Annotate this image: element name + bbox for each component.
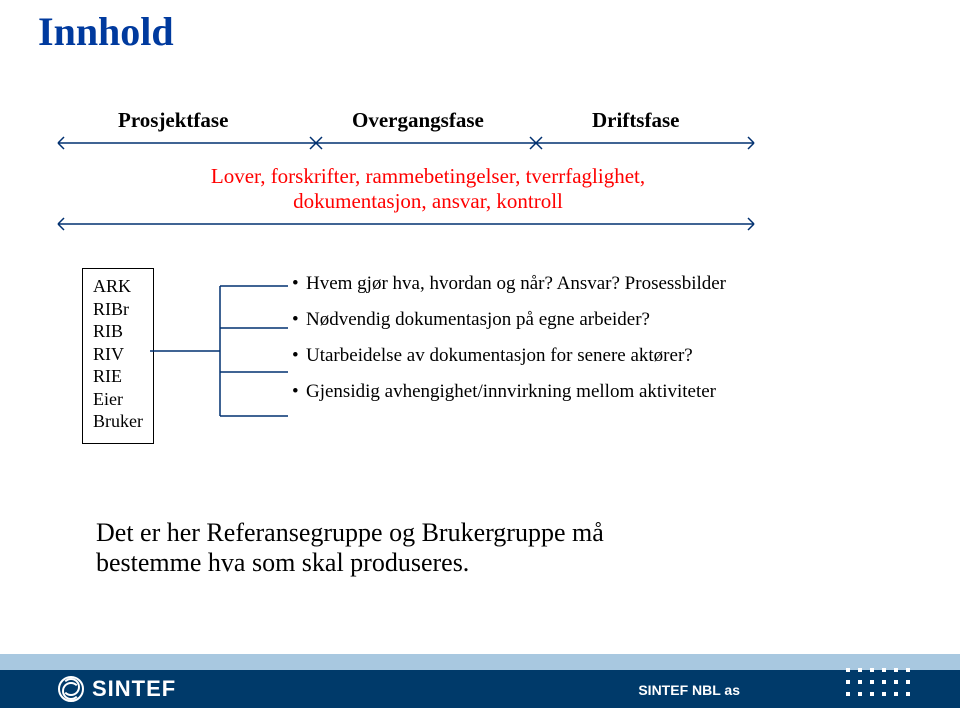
question-list: Hvem gjør hva, hvordan og når? Ansvar? P… — [292, 273, 726, 417]
conclusion-line2: bestemme hva som skal produseres. — [96, 548, 469, 577]
phase-overgangsfase: Overgangsfase — [352, 108, 484, 133]
subtitle: Lover, forskrifter, rammebetingelser, tv… — [168, 164, 688, 214]
role-rib: RIB — [93, 320, 143, 343]
phase-prosjektfase: Prosjektfase — [118, 108, 228, 133]
sintef-mark-icon — [58, 676, 84, 702]
subtitle-line1: Lover, forskrifter, rammebetingelser, tv… — [211, 164, 645, 188]
role-ark: ARK — [93, 275, 143, 298]
footer-dot-grid-icon — [844, 666, 912, 698]
sintef-logo: SINTEF — [58, 676, 176, 702]
question-3: Utarbeidelse av dokumentasjon for senere… — [292, 345, 726, 367]
conclusion-line1: Det er her Referansegruppe og Brukergrup… — [96, 518, 604, 547]
role-rie: RIE — [93, 365, 143, 388]
subtitle-line2: dokumentasjon, ansvar, kontroll — [293, 189, 563, 213]
phase-driftsfase: Driftsfase — [592, 108, 679, 133]
conclusion: Det er her Referansegruppe og Brukergrup… — [96, 518, 604, 578]
role-ribr: RIBr — [93, 298, 143, 321]
sintef-wordmark: SINTEF — [92, 676, 176, 702]
question-4: Gjensidig avhengighet/innvirkning mellom… — [292, 381, 726, 403]
roles-box: ARK RIBr RIB RIV RIE Eier Bruker — [82, 268, 154, 444]
footer: SINTEF SINTEF NBL as — [0, 654, 960, 708]
question-1: Hvem gjør hva, hvordan og når? Ansvar? P… — [292, 273, 726, 295]
role-eier: Eier — [93, 388, 143, 411]
question-2: Nødvendig dokumentasjon på egne arbeider… — [292, 309, 726, 331]
role-riv: RIV — [93, 343, 143, 366]
page-title: Innhold — [38, 8, 174, 55]
footer-label: SINTEF NBL as — [638, 682, 740, 698]
role-bruker: Bruker — [93, 410, 143, 433]
